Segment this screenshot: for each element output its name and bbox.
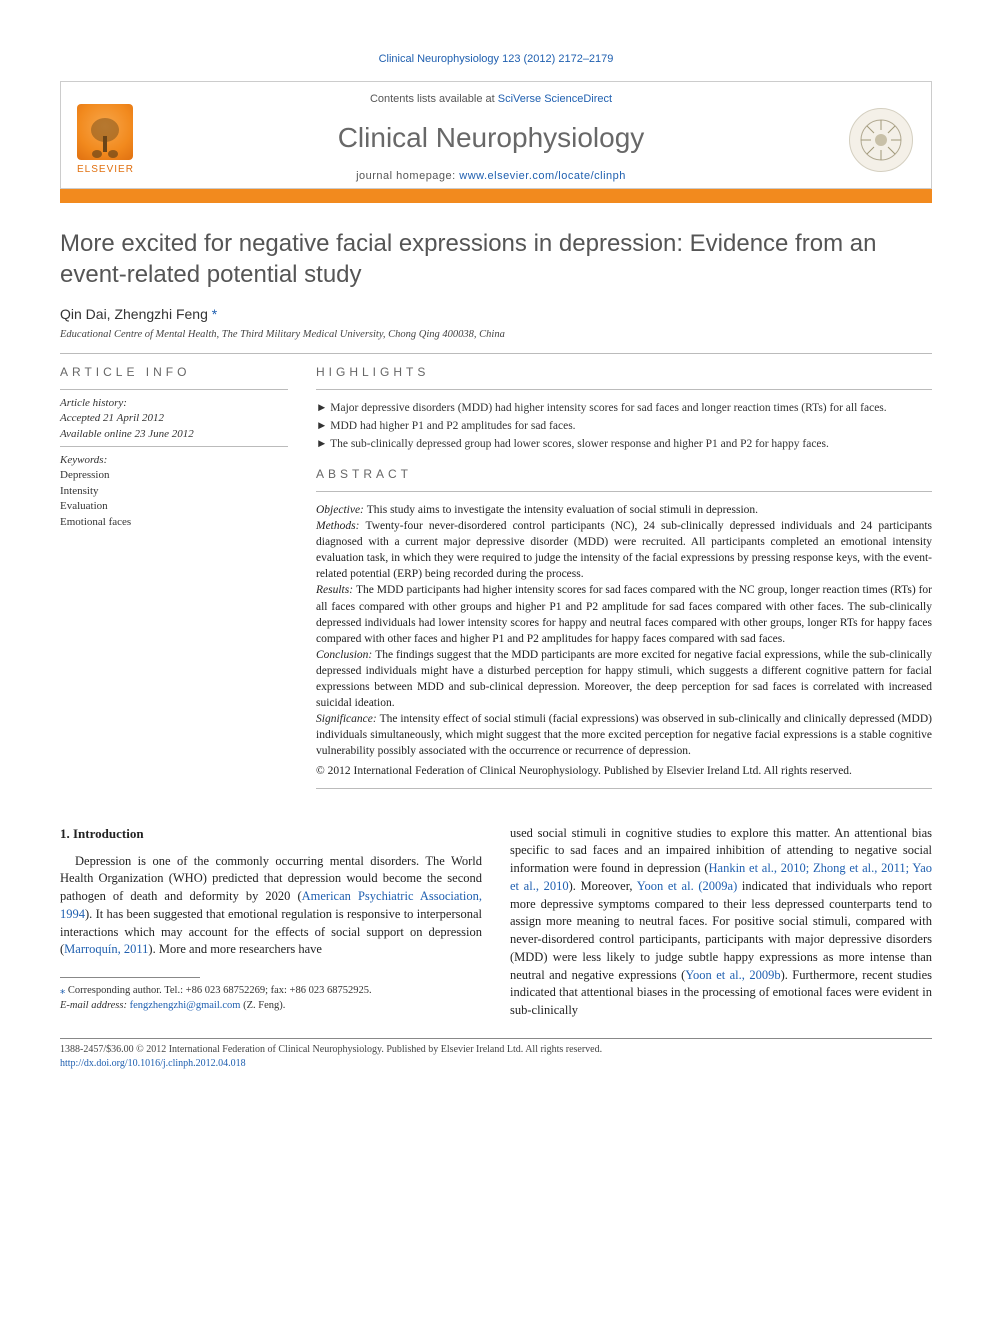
body-text: indicated that individuals who report mo… bbox=[510, 879, 932, 982]
publisher-name: ELSEVIER bbox=[77, 163, 133, 177]
results-label: Results: bbox=[316, 584, 356, 596]
body-column-left: 1. Introduction Depression is one of the… bbox=[60, 825, 482, 1020]
keyword: Intensity bbox=[60, 484, 288, 499]
divider bbox=[316, 389, 932, 390]
society-logo-container bbox=[849, 108, 915, 172]
online-date: Available online 23 June 2012 bbox=[60, 427, 288, 442]
contents-available-line: Contents lists available at SciVerse Sci… bbox=[151, 92, 831, 107]
body-text: ). Moreover, bbox=[569, 879, 637, 893]
intro-paragraph-cont: used social stimuli in cognitive studies… bbox=[510, 825, 932, 1020]
introduction-heading: 1. Introduction bbox=[60, 825, 482, 843]
intro-paragraph: Depression is one of the commonly occurr… bbox=[60, 853, 482, 960]
footnote-email[interactable]: fengzhengzhi@gmail.com bbox=[130, 1000, 241, 1011]
journal-title: Clinical Neurophysiology bbox=[151, 118, 831, 157]
abstract-copyright: © 2012 International Federation of Clini… bbox=[316, 763, 932, 779]
authors-text: Qin Dai, Zhengzhi Feng bbox=[60, 306, 208, 322]
elsevier-tree-icon bbox=[77, 104, 133, 160]
banner-center: Contents lists available at SciVerse Sci… bbox=[151, 92, 831, 188]
highlight-item: MDD had higher P1 and P2 amplitudes for … bbox=[316, 418, 932, 434]
divider bbox=[316, 491, 932, 492]
ifcn-logo-icon bbox=[849, 108, 913, 172]
affiliation: Educational Centre of Mental Health, The… bbox=[60, 328, 932, 343]
methods-text: Twenty-four never-disordered control par… bbox=[316, 520, 932, 580]
conclusion-text: The findings suggest that the MDD partic… bbox=[316, 649, 932, 709]
citation-link[interactable]: Marroquín, 2011 bbox=[64, 942, 148, 956]
results-text: The MDD participants had higher intensit… bbox=[316, 584, 932, 644]
keywords-header: Keywords: bbox=[60, 453, 288, 468]
citation-link[interactable]: Yoon et al., 2009b bbox=[685, 968, 780, 982]
highlight-item: Major depressive disorders (MDD) had hig… bbox=[316, 400, 932, 416]
author-list: Qin Dai, Zhengzhi Feng * bbox=[60, 305, 932, 325]
history-header: Article history: bbox=[60, 396, 288, 411]
footnote-marker: ⁎ bbox=[60, 985, 68, 996]
footnote-email-label: E-mail address: bbox=[60, 1000, 130, 1011]
significance-label: Significance: bbox=[316, 713, 380, 725]
doi-link[interactable]: http://dx.doi.org/10.1016/j.clinph.2012.… bbox=[60, 1058, 246, 1069]
objective-label: Objective: bbox=[316, 504, 367, 516]
abstract-column: HIGHLIGHTS Major depressive disorders (M… bbox=[316, 364, 932, 798]
journal-homepage-line: journal homepage: www.elsevier.com/locat… bbox=[151, 169, 831, 184]
divider bbox=[60, 446, 288, 447]
keyword: Evaluation bbox=[60, 499, 288, 514]
accepted-date: Accepted 21 April 2012 bbox=[60, 411, 288, 426]
footnote-email-suffix: (Z. Feng). bbox=[240, 1000, 285, 1011]
highlights-label: HIGHLIGHTS bbox=[316, 364, 932, 381]
body-text: ). More and more researchers have bbox=[148, 942, 322, 956]
highlight-item: The sub-clinically depressed group had l… bbox=[316, 436, 932, 452]
body-text-columns: 1. Introduction Depression is one of the… bbox=[60, 825, 932, 1020]
methods-label: Methods: bbox=[316, 520, 365, 532]
homepage-prefix: journal homepage: bbox=[356, 170, 459, 182]
abstract-body: Objective: This study aims to investigat… bbox=[316, 502, 932, 780]
article-history: Article history: Accepted 21 April 2012 … bbox=[60, 396, 288, 442]
keywords-list: Depression Intensity Evaluation Emotiona… bbox=[60, 468, 288, 530]
bottom-meta: 1388-2457/$36.00 © 2012 International Fe… bbox=[60, 1043, 932, 1071]
sciencedirect-link[interactable]: SciVerse ScienceDirect bbox=[498, 93, 612, 105]
footnote-tel: Tel.: +86 023 68752269; fax: +86 023 687… bbox=[164, 985, 371, 996]
divider bbox=[60, 389, 288, 390]
highlights-list: Major depressive disorders (MDD) had hig… bbox=[316, 400, 932, 452]
divider bbox=[60, 353, 932, 354]
keyword: Emotional faces bbox=[60, 515, 288, 530]
citation-link[interactable]: Yoon et al. (2009a) bbox=[637, 879, 738, 893]
footnote-rule bbox=[60, 977, 200, 978]
publisher-logo: ELSEVIER bbox=[77, 104, 133, 177]
journal-banner: ELSEVIER Contents lists available at Sci… bbox=[60, 81, 932, 189]
body-column-right: used social stimuli in cognitive studies… bbox=[510, 825, 932, 1020]
banner-orange-rule bbox=[60, 189, 932, 203]
corresponding-author-footnote: ⁎ Corresponding author. Tel.: +86 023 68… bbox=[60, 984, 482, 1013]
footnote-corr-label: Corresponding author. bbox=[68, 985, 164, 996]
issn-copyright-line: 1388-2457/$36.00 © 2012 International Fe… bbox=[60, 1043, 932, 1057]
journal-reference: Clinical Neurophysiology 123 (2012) 2172… bbox=[60, 52, 932, 67]
contents-prefix: Contents lists available at bbox=[370, 93, 498, 105]
corresponding-marker: * bbox=[212, 306, 217, 322]
conclusion-label: Conclusion: bbox=[316, 649, 375, 661]
divider bbox=[316, 788, 932, 789]
abstract-label: ABSTRACT bbox=[316, 466, 932, 483]
article-info-column: ARTICLE INFO Article history: Accepted 2… bbox=[60, 364, 288, 798]
bottom-rule bbox=[60, 1038, 932, 1039]
article-info-label: ARTICLE INFO bbox=[60, 364, 288, 381]
keyword: Depression bbox=[60, 468, 288, 483]
significance-text: The intensity effect of social stimuli (… bbox=[316, 713, 932, 757]
article-title: More excited for negative facial express… bbox=[60, 229, 932, 290]
objective-text: This study aims to investigate the inten… bbox=[367, 504, 758, 516]
journal-homepage-url[interactable]: www.elsevier.com/locate/clinph bbox=[459, 170, 626, 182]
